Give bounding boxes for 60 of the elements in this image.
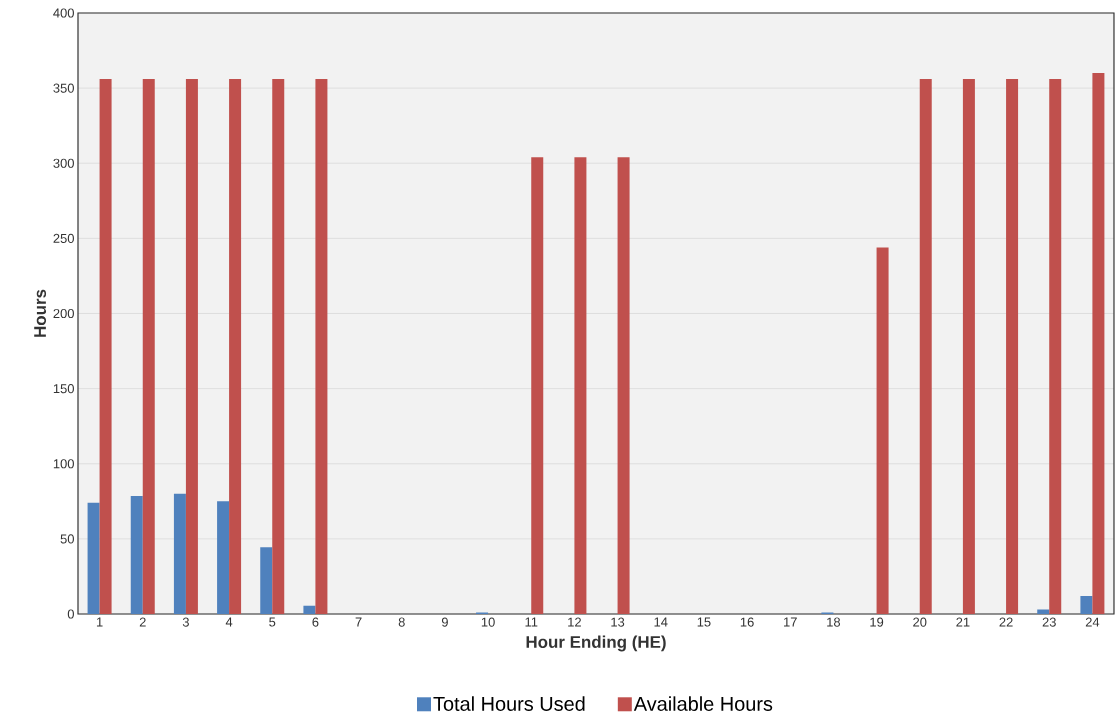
bar [217, 501, 230, 614]
x-tick-label: 1 [96, 617, 103, 627]
bar [130, 496, 143, 614]
bar [1037, 609, 1050, 614]
bar [272, 79, 285, 614]
x-tick-label: 20 [913, 617, 927, 627]
bar [185, 79, 198, 614]
bar [315, 79, 328, 614]
x-tick-label: 19 [870, 617, 884, 627]
bar [1049, 79, 1062, 614]
bar [229, 79, 242, 614]
bar [87, 502, 100, 614]
bar [531, 157, 544, 614]
y-tick-label: 50 [60, 534, 74, 544]
bar [617, 157, 630, 614]
x-tick-label: 22 [999, 617, 1013, 627]
bar [1092, 73, 1105, 614]
x-tick-label: 5 [269, 617, 276, 627]
x-axis-title: Hour Ending (HE) [526, 635, 666, 652]
bar [142, 79, 155, 614]
y-tick-label: 400 [53, 8, 74, 18]
bar [962, 79, 975, 614]
x-tick-label: 23 [1042, 617, 1056, 627]
x-tick-label: 7 [355, 617, 362, 627]
y-tick-label: 250 [53, 233, 74, 243]
x-tick-label: 2 [139, 617, 146, 627]
bar [876, 247, 889, 614]
x-tick-label: 21 [956, 617, 970, 627]
y-tick-label: 300 [53, 158, 74, 168]
x-tick-label: 15 [697, 617, 711, 627]
x-tick-label: 4 [225, 617, 233, 627]
y-tick-label: 100 [53, 459, 74, 469]
x-tick-label: 3 [182, 617, 189, 627]
bar [1080, 595, 1093, 614]
legend-label: Total Hours Used [433, 696, 585, 711]
x-tick-label: 10 [481, 617, 495, 627]
bar [173, 493, 186, 614]
legend-label: Available Hours [633, 696, 773, 711]
y-tick-label: 150 [53, 384, 74, 394]
x-tick-label: 11 [525, 617, 538, 627]
x-tick-label: 18 [827, 617, 841, 627]
bar [1006, 79, 1019, 614]
bar [99, 79, 112, 614]
x-tick-label: 13 [611, 617, 625, 627]
y-tick-label: 0 [67, 609, 74, 619]
bar [574, 157, 587, 614]
y-tick-label: 350 [53, 83, 74, 93]
bar [260, 547, 273, 614]
x-tick-label: 16 [740, 617, 754, 627]
bar [303, 605, 316, 614]
x-tick-label: 17 [784, 617, 797, 627]
x-tick-label: 6 [312, 617, 319, 627]
x-tick-label: 8 [398, 617, 405, 627]
bar [919, 79, 932, 614]
x-tick-label: 14 [654, 617, 668, 627]
x-tick-label: 12 [568, 617, 581, 627]
x-tick-label: 24 [1085, 617, 1100, 627]
y-axis-title: Hours [34, 289, 47, 337]
y-tick-label: 200 [53, 308, 74, 319]
x-tick-label: 9 [441, 617, 448, 627]
